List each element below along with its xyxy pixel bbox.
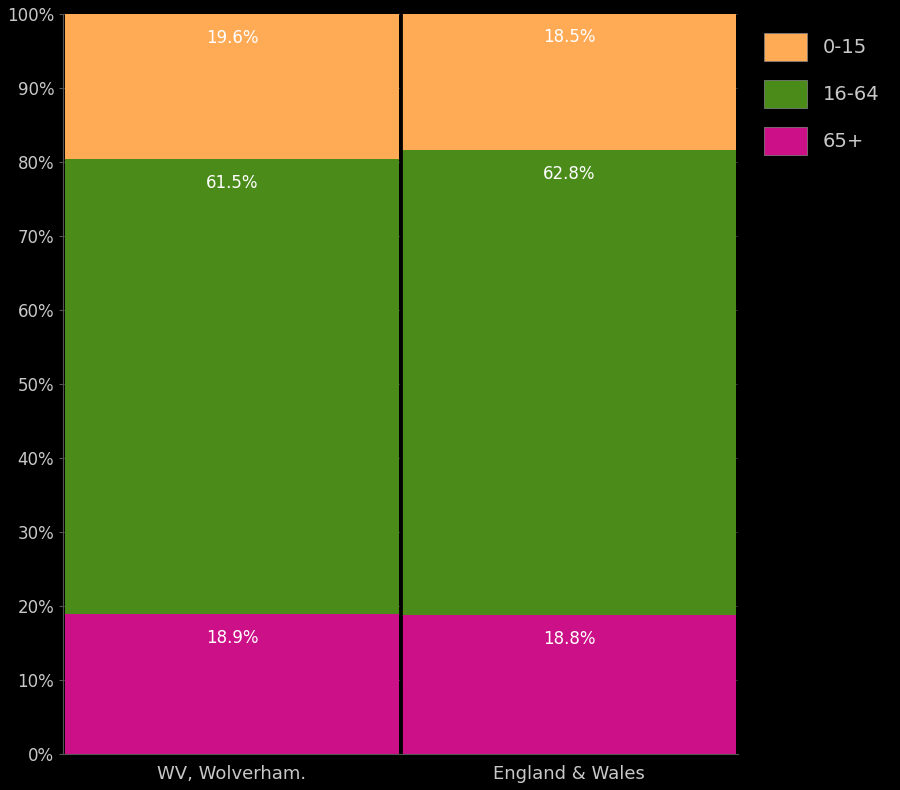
Text: 61.5%: 61.5% (206, 174, 258, 192)
Bar (402, 13, 736, 150)
Bar (65, 159, 399, 614)
Bar (65, 614, 399, 754)
Text: 18.8%: 18.8% (543, 630, 596, 648)
Text: 18.5%: 18.5% (543, 28, 596, 46)
Text: 18.9%: 18.9% (206, 629, 258, 647)
Legend: 0-15, 16-64, 65+: 0-15, 16-64, 65+ (754, 24, 889, 164)
Bar (65, 14, 399, 159)
Bar (402, 150, 736, 615)
Text: 62.8%: 62.8% (543, 165, 596, 183)
Bar (402, 615, 736, 754)
Text: 19.6%: 19.6% (206, 28, 258, 47)
